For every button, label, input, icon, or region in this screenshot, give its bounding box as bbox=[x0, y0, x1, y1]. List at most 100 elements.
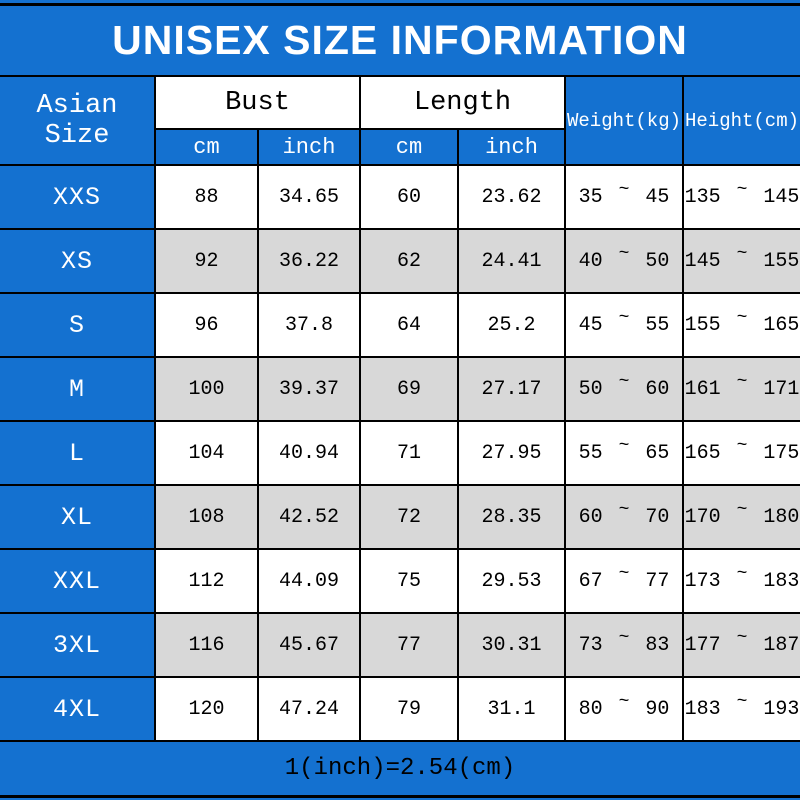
weight-range: 50 ~60 bbox=[564, 356, 684, 422]
range-max: 193 bbox=[763, 697, 800, 721]
height-range: 170 ~180 bbox=[682, 484, 800, 550]
range-max: 90 bbox=[645, 697, 670, 721]
bust-cm-subheader: cm bbox=[154, 128, 259, 166]
tilde-separator: ~ bbox=[736, 244, 748, 264]
length-cm-value: 71 bbox=[359, 420, 459, 486]
length-inch-subheader: inch bbox=[457, 128, 566, 166]
range-value: 165 ~175 bbox=[684, 436, 800, 465]
size-label: L bbox=[0, 420, 156, 486]
height-range: 165 ~175 bbox=[682, 420, 800, 486]
bust-cm-value: 108 bbox=[154, 484, 259, 550]
table-row: XL 108 42.52 72 28.35 60 ~70 170 ~180 bbox=[0, 484, 800, 550]
size-label: 4XL bbox=[0, 676, 156, 742]
length-inch-value: 30.31 bbox=[457, 612, 566, 678]
tilde-separator: ~ bbox=[736, 628, 748, 648]
height-range: 183 ~193 bbox=[682, 676, 800, 742]
bust-inch-value: 45.67 bbox=[257, 612, 361, 678]
range-max: 165 bbox=[763, 313, 800, 337]
range-max: 171 bbox=[763, 377, 800, 401]
height-range: 155 ~165 bbox=[682, 292, 800, 358]
tilde-separator: ~ bbox=[618, 628, 630, 648]
range-value: 80 ~90 bbox=[566, 692, 682, 721]
tilde-separator: ~ bbox=[736, 436, 748, 456]
range-value: 50 ~60 bbox=[566, 372, 682, 401]
length-cm-value: 60 bbox=[359, 164, 459, 230]
tilde-separator: ~ bbox=[618, 500, 630, 520]
tilde-separator: ~ bbox=[736, 500, 748, 520]
bust-cm-value: 120 bbox=[154, 676, 259, 742]
bust-cm-value: 96 bbox=[154, 292, 259, 358]
weight-range: 67 ~77 bbox=[564, 548, 684, 614]
tilde-separator: ~ bbox=[736, 564, 748, 584]
size-label: XS bbox=[0, 228, 156, 294]
length-cm-value: 75 bbox=[359, 548, 459, 614]
range-max: 45 bbox=[645, 185, 670, 209]
tilde-separator: ~ bbox=[618, 436, 630, 456]
tilde-separator: ~ bbox=[618, 180, 630, 200]
weight-range: 40 ~50 bbox=[564, 228, 684, 294]
size-table-header: Asian Size Bust Length Weight(kg) Height… bbox=[0, 75, 800, 166]
top-margin bbox=[0, 0, 800, 3]
range-value: 40 ~50 bbox=[566, 244, 682, 273]
length-cm-value: 64 bbox=[359, 292, 459, 358]
tilde-separator: ~ bbox=[618, 692, 630, 712]
length-inch-value: 31.1 bbox=[457, 676, 566, 742]
table-row: XS 92 36.22 62 24.41 40 ~50 145 ~155 bbox=[0, 228, 800, 294]
page-title: UNISEX SIZE INFORMATION bbox=[112, 17, 688, 63]
range-value: 55 ~65 bbox=[566, 436, 682, 465]
height-range: 145 ~155 bbox=[682, 228, 800, 294]
weight-header: Weight(kg) bbox=[564, 75, 684, 166]
table-row: XXL 112 44.09 75 29.53 67 ~77 173 ~183 bbox=[0, 548, 800, 614]
bust-inch-value: 44.09 bbox=[257, 548, 361, 614]
height-range: 173 ~183 bbox=[682, 548, 800, 614]
range-min: 35 bbox=[578, 185, 603, 209]
range-max: 180 bbox=[763, 505, 800, 529]
range-min: 155 bbox=[684, 313, 721, 337]
size-table: Asian Size Bust Length Weight(kg) Height… bbox=[0, 75, 800, 742]
length-inch-value: 27.17 bbox=[457, 356, 566, 422]
size-label: S bbox=[0, 292, 156, 358]
bust-inch-value: 47.24 bbox=[257, 676, 361, 742]
range-min: 67 bbox=[578, 569, 603, 593]
range-value: 170 ~180 bbox=[684, 500, 800, 529]
range-max: 183 bbox=[763, 569, 800, 593]
height-range: 177 ~187 bbox=[682, 612, 800, 678]
bust-cm-value: 92 bbox=[154, 228, 259, 294]
tilde-separator: ~ bbox=[736, 372, 748, 392]
table-row: L 104 40.94 71 27.95 55 ~65 165 ~175 bbox=[0, 420, 800, 486]
length-inch-value: 25.2 bbox=[457, 292, 566, 358]
size-label: M bbox=[0, 356, 156, 422]
bust-inch-value: 40.94 bbox=[257, 420, 361, 486]
bust-cm-value: 116 bbox=[154, 612, 259, 678]
tilde-separator: ~ bbox=[618, 308, 630, 328]
weight-range: 35 ~45 bbox=[564, 164, 684, 230]
range-value: 45 ~55 bbox=[566, 308, 682, 337]
range-min: 165 bbox=[684, 441, 721, 465]
top-border-line bbox=[0, 3, 800, 6]
bust-header: Bust bbox=[154, 75, 361, 130]
length-cm-value: 77 bbox=[359, 612, 459, 678]
weight-range: 45 ~55 bbox=[564, 292, 684, 358]
size-label: 3XL bbox=[0, 612, 156, 678]
range-max: 145 bbox=[763, 185, 800, 209]
height-range: 161 ~171 bbox=[682, 356, 800, 422]
range-min: 173 bbox=[684, 569, 721, 593]
range-max: 155 bbox=[763, 249, 800, 273]
range-max: 55 bbox=[645, 313, 670, 337]
range-min: 73 bbox=[578, 633, 603, 657]
bottom-margin bbox=[0, 798, 800, 800]
tilde-separator: ~ bbox=[736, 308, 748, 328]
range-value: 67 ~77 bbox=[566, 564, 682, 593]
range-max: 70 bbox=[645, 505, 670, 529]
bust-inch-subheader: inch bbox=[257, 128, 361, 166]
range-value: 145 ~155 bbox=[684, 244, 800, 273]
range-min: 145 bbox=[684, 249, 721, 273]
size-label: XXS bbox=[0, 164, 156, 230]
weight-range: 73 ~83 bbox=[564, 612, 684, 678]
length-inch-value: 28.35 bbox=[457, 484, 566, 550]
table-row: M 100 39.37 69 27.17 50 ~60 161 ~171 bbox=[0, 356, 800, 422]
height-range: 135 ~145 bbox=[682, 164, 800, 230]
tilde-separator: ~ bbox=[618, 564, 630, 584]
height-header: Height(cm) bbox=[682, 75, 800, 166]
range-max: 175 bbox=[763, 441, 800, 465]
